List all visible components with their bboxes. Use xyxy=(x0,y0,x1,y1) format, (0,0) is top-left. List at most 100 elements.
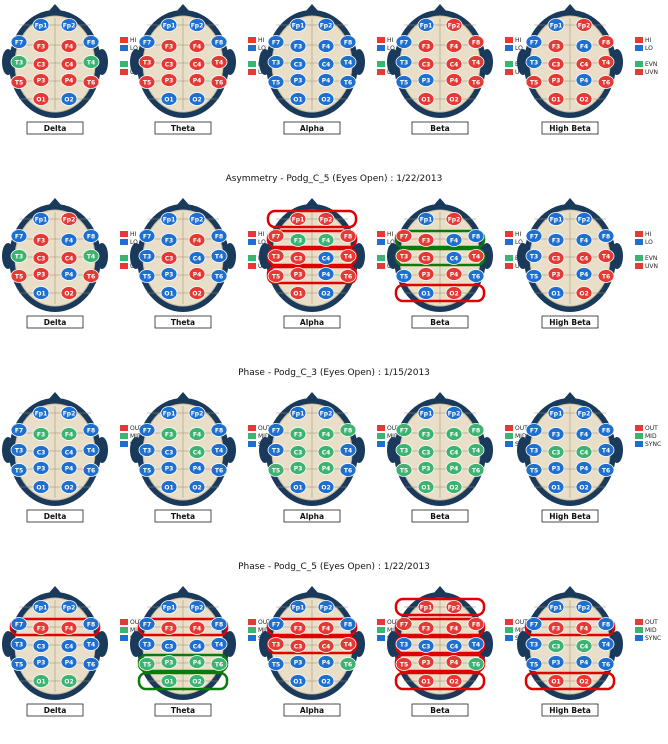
electrode-dot xyxy=(60,600,78,614)
electrode-dot xyxy=(317,251,335,265)
legend-label: MID xyxy=(387,433,399,440)
band-label-text: Beta xyxy=(430,124,449,133)
electrode-f3: F3 xyxy=(32,233,50,247)
electrode-dot xyxy=(547,18,565,32)
electrode-label: O1 xyxy=(421,485,430,492)
electrode-dot xyxy=(32,427,50,441)
electrode-t6: T6 xyxy=(597,657,615,671)
electrode-dot xyxy=(467,617,485,631)
electrode-label: F7 xyxy=(143,622,151,629)
electrode-dot xyxy=(445,461,463,475)
electrode-label: F4 xyxy=(65,432,73,439)
electrode-dot xyxy=(188,639,206,653)
electrode-label: T5 xyxy=(272,468,280,475)
electrode-dot xyxy=(317,461,335,475)
legend-label: SYNC xyxy=(645,635,661,642)
electrode-p4: P4 xyxy=(60,73,78,87)
electrode-label: T3 xyxy=(400,60,408,67)
legend-label: UVN xyxy=(645,69,658,76)
electrode-f3: F3 xyxy=(32,39,50,53)
electrode-f3: F3 xyxy=(417,427,435,441)
electrode-label: O2 xyxy=(192,97,201,104)
electrode-fp1: Fp1 xyxy=(417,18,435,32)
electrode-dot xyxy=(597,423,615,437)
nose xyxy=(305,392,319,400)
legend-swatch xyxy=(635,619,643,625)
electrode-fp1: Fp1 xyxy=(547,406,565,420)
electrode-dot xyxy=(417,92,435,106)
legend-swatch xyxy=(377,255,385,261)
electrode-fp1: Fp1 xyxy=(32,406,50,420)
electrode-dot xyxy=(60,655,78,669)
electrode-f7: F7 xyxy=(525,229,543,243)
electrode-label: F8 xyxy=(602,428,610,435)
electrode-c4: C4 xyxy=(445,639,463,653)
electrode-dot xyxy=(188,212,206,226)
electrode-c3: C3 xyxy=(547,251,565,265)
electrode-fp2: Fp2 xyxy=(575,600,593,614)
electrode-f8: F8 xyxy=(339,617,357,631)
electrode-dot xyxy=(138,75,156,89)
electrode-label: P3 xyxy=(165,272,174,279)
electrode-label: C3 xyxy=(552,450,561,457)
electrode-label: C4 xyxy=(65,62,74,69)
electrode-t3: T3 xyxy=(10,249,28,263)
electrode-f8: F8 xyxy=(597,35,615,49)
electrode-label: T4 xyxy=(215,254,223,261)
legend-swatch xyxy=(505,69,513,75)
electrode-dot xyxy=(575,18,593,32)
legend-swatch xyxy=(505,239,513,245)
electrode-dot xyxy=(32,445,50,459)
electrode-label: Fp2 xyxy=(63,605,76,612)
electrode-dot xyxy=(10,269,28,283)
electrode-label: O2 xyxy=(449,485,458,492)
electrode-dot xyxy=(210,617,228,631)
electrode-dot xyxy=(32,674,50,688)
electrode-dot xyxy=(445,92,463,106)
legend-label: HI xyxy=(130,37,137,44)
electrode-dot xyxy=(60,18,78,32)
electrode-fp2: Fp2 xyxy=(445,406,463,420)
electrode-dot xyxy=(10,35,28,49)
electrode-t4: T4 xyxy=(339,443,357,457)
electrode-label: F7 xyxy=(272,622,280,629)
electrode-dot xyxy=(267,657,285,671)
electrode-p4: P4 xyxy=(317,655,335,669)
electrode-label: C4 xyxy=(193,644,202,651)
electrode-c4: C4 xyxy=(188,445,206,459)
electrode-dot xyxy=(417,212,435,226)
electrode-t6: T6 xyxy=(467,657,485,671)
electrode-f4: F4 xyxy=(575,621,593,635)
electrode-t6: T6 xyxy=(210,463,228,477)
electrode-dot xyxy=(467,423,485,437)
band-label-theta: Theta xyxy=(154,509,212,523)
electrode-dot xyxy=(525,617,543,631)
electrode-fp1: Fp1 xyxy=(289,600,307,614)
electrode-t4: T4 xyxy=(597,249,615,263)
electrode-t6: T6 xyxy=(597,269,615,283)
electrode-p3: P3 xyxy=(289,461,307,475)
electrode-label: F3 xyxy=(422,432,430,439)
electrode-label: T4 xyxy=(472,254,480,261)
electrode-c4: C4 xyxy=(445,445,463,459)
band-label-box xyxy=(154,315,212,329)
electrode-dot xyxy=(82,269,100,283)
legend-swatch xyxy=(248,433,256,439)
electrode-dot xyxy=(160,655,178,669)
electrode-label: T5 xyxy=(272,274,280,281)
legend-swatch xyxy=(120,627,128,633)
electrode-dot xyxy=(339,55,357,69)
electrode-dot xyxy=(339,463,357,477)
electrode-label: T6 xyxy=(215,662,223,669)
electrode-t6: T6 xyxy=(339,463,357,477)
electrode-f8: F8 xyxy=(210,617,228,631)
electrode-p4: P4 xyxy=(188,655,206,669)
electrode-dot xyxy=(445,674,463,688)
electrode-label: C4 xyxy=(450,450,459,457)
electrode-p3: P3 xyxy=(289,267,307,281)
electrode-t3: T3 xyxy=(138,637,156,651)
electrode-label: P4 xyxy=(450,272,459,279)
electrode-t4: T4 xyxy=(82,249,100,263)
electrode-dot xyxy=(138,463,156,477)
band-label-box xyxy=(411,315,469,329)
